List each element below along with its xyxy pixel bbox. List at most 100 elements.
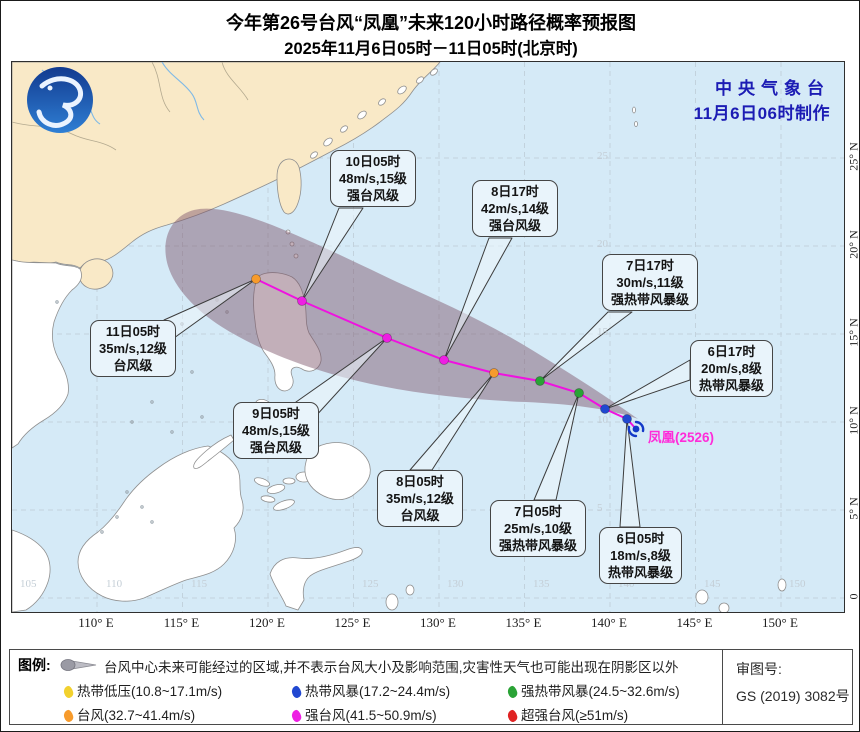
callout-wind: 20m/s,8级 (701, 361, 762, 377)
callout-time: 6日17时 (707, 344, 756, 359)
agency-name: 中央气象台 (715, 79, 830, 98)
forecast-callout: 8日05时 35m/s,12级 台风级 (377, 470, 463, 528)
legend-item: 台风(32.7~41.4m/s) (62, 704, 196, 724)
legend-item-label: 强热带风暴(24.5~32.6m/s) (521, 684, 680, 699)
callout-category: 台风级 (400, 508, 440, 524)
typhoon-icon (627, 420, 645, 438)
page-subtitle: 2025年11月6日05时－11日05时(北京时) (284, 40, 578, 58)
legend-item-label: 热带风暴(17.2~24.4m/s) (305, 684, 451, 699)
legend-item: 强热带风暴(24.5~32.6m/s) (506, 680, 680, 700)
legend-swatch (290, 709, 303, 723)
island-mindanao (304, 442, 371, 500)
legend-swatch (506, 685, 519, 699)
inner-lon-number: 150 (789, 578, 806, 590)
lon-tick-label: 125° E (334, 615, 371, 630)
inner-lon-number: 115 (191, 578, 208, 590)
callout-wind: 42m/s,14级 (481, 201, 549, 217)
forecast-callout: 7日17时 30m/s,11级 强热带风暴级 (602, 254, 699, 312)
storm-name-label: 凤凰(2526) (648, 430, 715, 445)
legend-divider (722, 650, 723, 724)
forecast-map: 中央气象台 11月6日06时制作 11日05时 35m/s,12级 台风级 10日05… (11, 61, 845, 613)
forecast-callout: 7日05时 25m/s,10级 强热带风暴级 (490, 500, 587, 558)
track-point (439, 355, 449, 365)
inner-lon-number: 105 (20, 578, 37, 590)
island-taiwan (276, 158, 302, 215)
lon-tick-label: 150° E (762, 615, 798, 630)
inner-lat-number: 15 (597, 326, 608, 338)
cone-legend-icon (60, 659, 97, 671)
forecast-callout: 10日05时 48m/s,15级 强台风级 (330, 150, 416, 208)
callout-wind: 35m/s,12级 (99, 341, 167, 357)
lon-tick-label: 130° E (420, 615, 456, 630)
lon-tick-label: 135° E (505, 615, 542, 630)
track-point (382, 333, 392, 343)
agency-issue-time: 11月6日06时制作 (693, 104, 830, 123)
forecast-cone (165, 208, 639, 419)
callout-category: 强台风级 (488, 218, 541, 234)
callout-time: 7日17时 (626, 258, 674, 273)
track-point (600, 404, 610, 414)
callout-time: 7日05时 (514, 504, 562, 519)
legend-item: 强台风(41.5~50.9m/s) (290, 704, 437, 724)
track-point (251, 274, 261, 284)
inner-lon-number: 125 (362, 578, 379, 590)
legend-item-label: 台风(32.7~41.4m/s) (77, 708, 196, 723)
callout-wind: 48m/s,15级 (242, 423, 310, 439)
forecast-track (251, 274, 637, 430)
lat-tick-label: 5° N (846, 497, 860, 520)
callout-category: 强台风级 (249, 440, 302, 456)
inner-lon-number: 110 (106, 578, 123, 590)
inner-lon-number: 130 (447, 578, 464, 590)
inner-lon-number: 135 (533, 578, 550, 590)
legend-item: 热带风暴(17.2~24.4m/s) (290, 680, 451, 700)
legend-cone-text: 台风中心未来可能经过的区域,并不表示台风大小及影响范围,灾害性天气也可能出现在阴… (104, 660, 679, 675)
forecast-callout: 6日17时 20m/s,8级 热带风暴级 (690, 340, 774, 398)
forecast-callout: 11日05时 35m/s,12级 台风级 (90, 320, 176, 378)
legend-item-label: 强台风(41.5~50.9m/s) (305, 708, 437, 723)
inner-lat-number: 25 (597, 150, 608, 162)
lat-tick-label: 25° N (846, 142, 860, 171)
callout-category: 强热带风暴级 (499, 538, 578, 554)
legend-swatch (62, 685, 75, 699)
agency-credit: 中央气象台 11月6日06时制作 (694, 74, 830, 124)
callout-category: 热带风暴级 (699, 378, 765, 394)
callout-wind: 30m/s,11级 (616, 275, 684, 291)
cma-logo (27, 67, 93, 133)
callout-category: 热带风暴级 (608, 565, 674, 581)
island-sulawesi (269, 546, 363, 611)
page-title: 今年第26号台风“凤凰”未来120小时路径概率预报图 (225, 13, 637, 33)
lon-tick-label: 110° E (78, 615, 114, 630)
legend-swatch (290, 685, 303, 699)
inner-lon-number: 145 (704, 578, 721, 590)
map-approval-number: 审图号: GS (2019) 3082号 (736, 656, 850, 709)
landmass-china (12, 62, 441, 290)
inner-lat-number: 20 (597, 238, 608, 250)
callout-time: 9日05时 (252, 406, 300, 421)
callout-time: 11日05时 (105, 324, 161, 339)
legend-item-label: 超强台风(≥51m/s) (521, 708, 629, 723)
callout-wind: 35m/s,12级 (386, 491, 454, 507)
legend-swatch (62, 709, 75, 723)
callout-wind: 18m/s,8级 (610, 548, 671, 564)
forecast-callout: 8日17时 42m/s,14级 强台风级 (472, 180, 558, 238)
landmass-indochina (12, 259, 82, 449)
lat-tick-label: 10° N (846, 406, 860, 435)
callout-category: 强台风级 (346, 188, 399, 204)
track-point (535, 376, 545, 386)
legend-item: 热带低压(10.8~17.1m/s) (62, 680, 223, 700)
lon-tick-label: 145° E (676, 615, 713, 630)
callout-time: 8日17时 (491, 184, 539, 199)
lon-tick-label: 140° E (591, 615, 627, 630)
inner-lat-number: 10 (597, 414, 608, 426)
forecast-callout: 9日05时 48m/s,15级 强台风级 (233, 402, 319, 460)
lon-tick-label: 115° E (163, 615, 200, 630)
province-borders (12, 62, 249, 151)
track-point (489, 368, 499, 378)
callout-time: 8日05时 (396, 474, 444, 489)
callout-category: 台风级 (113, 358, 153, 374)
legend-title: 图例: (18, 657, 51, 673)
ryukyu-islands (310, 68, 438, 159)
legend-item-label: 热带低压(10.8~17.1m/s) (77, 684, 223, 699)
approval-value: GS (2019) 3082号 (736, 687, 850, 704)
